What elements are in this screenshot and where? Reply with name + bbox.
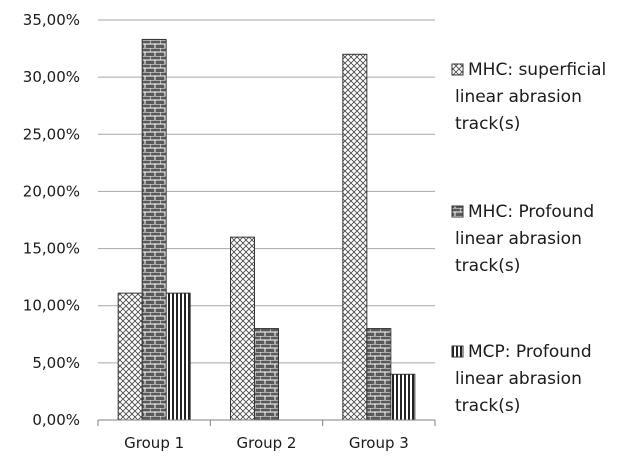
y-tick-label: 25,00% <box>23 125 80 143</box>
bar <box>231 237 255 420</box>
y-tick-label: 0,00% <box>32 411 80 429</box>
y-tick-label: 15,00% <box>23 240 80 258</box>
legend: MHC: superficial linear abrasion track(s) M… <box>452 60 606 416</box>
bar <box>142 39 166 420</box>
y-tick-label: 5,00% <box>32 354 80 372</box>
legend-label: linear abrasion <box>455 87 582 107</box>
bar <box>255 329 279 420</box>
y-tick-label: 30,00% <box>23 68 80 86</box>
x-tick-label: Group 2 <box>237 434 297 452</box>
y-tick-label: 10,00% <box>23 297 80 315</box>
legend-label: MHC: superficial <box>468 60 606 80</box>
legend-label: MHC: Profound <box>468 202 594 222</box>
legend-label: linear abrasion <box>455 369 582 389</box>
x-tick-label: Group 3 <box>349 434 409 452</box>
legend-label: track(s) <box>455 396 520 416</box>
bar <box>391 374 415 420</box>
legend-swatch <box>452 64 463 75</box>
legend-label: MCP: Profound <box>468 342 592 362</box>
legend-label: track(s) <box>455 114 520 134</box>
legend-swatch <box>452 206 463 217</box>
y-axis-tick-labels: 0,00% 5,00% 10,00% 15,00% 20,00% 25,00% 30,00%… <box>23 11 80 429</box>
y-tick-label: 35,00% <box>23 11 80 29</box>
legend-label: linear abrasion <box>455 229 582 249</box>
bar <box>343 54 367 420</box>
legend-label: track(s) <box>455 256 520 276</box>
bars <box>118 39 415 420</box>
x-axis: Group 1 Group 2 Group 3 <box>98 420 435 452</box>
bar <box>118 293 142 420</box>
bar <box>166 293 190 420</box>
legend-swatch <box>452 346 463 357</box>
y-tick-label: 20,00% <box>23 182 80 200</box>
bar <box>367 329 391 420</box>
x-tick-label: Group 1 <box>124 434 184 452</box>
